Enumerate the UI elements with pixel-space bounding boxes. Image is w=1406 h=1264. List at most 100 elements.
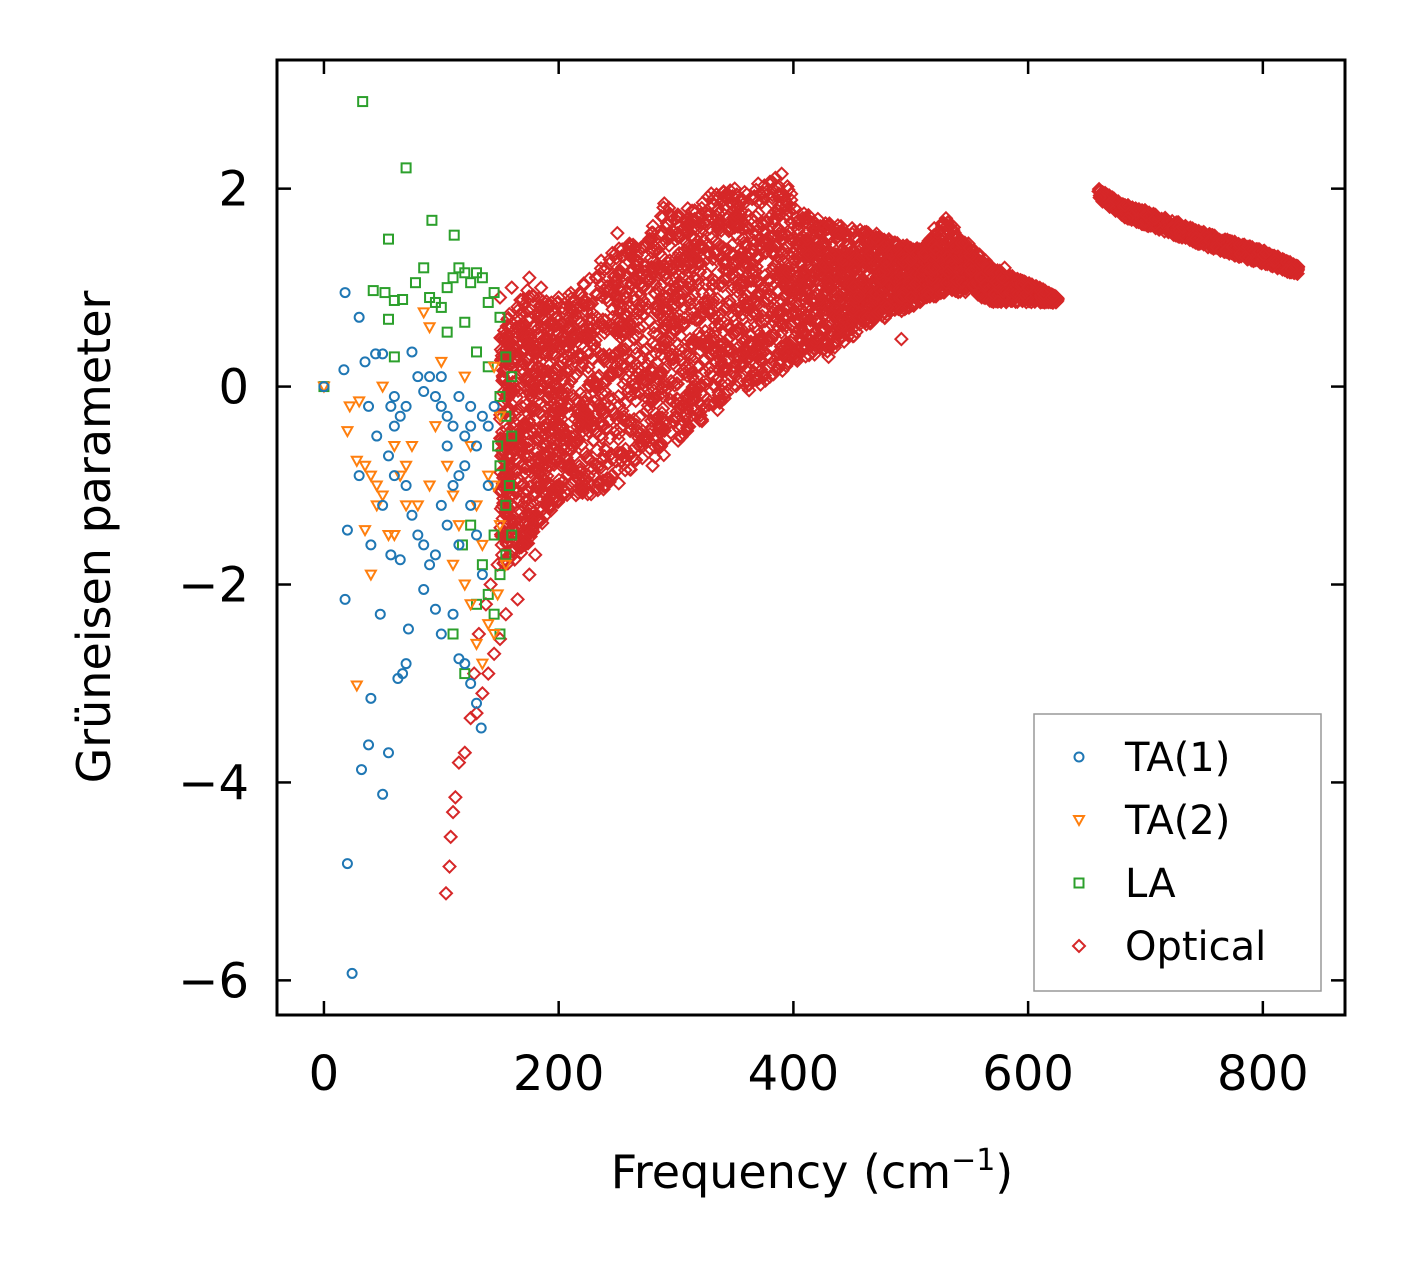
optical-band-point xyxy=(809,330,825,346)
optical-band-point xyxy=(636,428,652,444)
optical-band-point xyxy=(939,276,954,291)
optical-band-point xyxy=(542,499,558,515)
data-point xyxy=(668,250,684,266)
optical-band-point xyxy=(523,525,539,540)
optical-band-point xyxy=(597,441,613,457)
optical-band-point xyxy=(582,452,598,468)
optical-band-point xyxy=(731,280,746,295)
data-point xyxy=(492,440,504,452)
optical-band-point xyxy=(685,248,701,264)
optical-band-point xyxy=(824,236,839,252)
optical-band-point xyxy=(759,230,775,246)
optical-band-point xyxy=(827,308,843,324)
data-point xyxy=(1020,280,1036,296)
optical-band-point xyxy=(626,289,642,305)
optical-band-point xyxy=(671,245,687,261)
optical-band-point xyxy=(758,184,774,200)
optical-band-point xyxy=(661,200,677,216)
optical-band-point xyxy=(646,383,662,399)
optical-band-point xyxy=(516,297,532,313)
optical-band-point xyxy=(504,477,520,493)
optical-band-point xyxy=(732,211,748,227)
optical-band-point xyxy=(573,479,589,495)
data-point xyxy=(680,201,696,216)
optical-band-point xyxy=(719,385,735,401)
data-point xyxy=(469,500,484,513)
optical-band-point xyxy=(693,255,709,271)
optical-band-point xyxy=(509,319,525,335)
optical-band-point xyxy=(540,331,556,347)
optical-band-point xyxy=(582,315,598,331)
optical-band-point xyxy=(793,267,809,282)
optical-band-point xyxy=(563,429,579,445)
data-point xyxy=(938,210,954,226)
optical-band-point xyxy=(560,339,576,355)
optical-band-point xyxy=(656,447,672,463)
optical-band-point xyxy=(668,232,683,248)
optical-band-point xyxy=(762,174,778,190)
data-point xyxy=(411,500,425,513)
optical-band-point xyxy=(894,303,910,318)
data-point xyxy=(352,396,366,409)
data-point xyxy=(774,339,790,355)
optical-band-point xyxy=(917,245,933,261)
data-point xyxy=(476,559,488,571)
optical-band-point xyxy=(735,345,751,361)
data-point xyxy=(506,430,518,442)
optical-band-point xyxy=(604,467,620,483)
optical-band-point xyxy=(846,328,862,344)
optical-band-point xyxy=(670,286,686,301)
optical-band-point xyxy=(575,317,591,333)
optical-band-point xyxy=(784,307,800,323)
optical-band-point xyxy=(563,291,579,307)
optical-band-point xyxy=(831,247,847,263)
optical-band-point xyxy=(641,369,657,385)
data-point xyxy=(475,658,490,671)
optical-band-point xyxy=(756,369,772,384)
data-point xyxy=(494,569,506,581)
optical-band-point xyxy=(814,295,830,311)
optical-band-point xyxy=(505,520,521,536)
optical-band-point xyxy=(1198,227,1214,243)
data-point xyxy=(493,411,507,424)
data-point xyxy=(438,885,454,901)
optical-band-point xyxy=(596,283,612,299)
optical-band-point xyxy=(724,237,740,253)
optical-band-point xyxy=(852,288,867,304)
optical-band-point xyxy=(665,413,681,429)
optical-band-point xyxy=(515,443,531,459)
optical-band-point xyxy=(493,331,509,346)
optical-band-point xyxy=(505,420,521,436)
optical-band-point xyxy=(533,512,549,528)
optical-band-point xyxy=(753,353,769,369)
optical-band-point xyxy=(649,428,664,444)
optical-band-point xyxy=(741,382,757,398)
optical-band-point xyxy=(539,468,555,484)
optical-band-point xyxy=(580,359,596,375)
data-point xyxy=(868,230,883,246)
data-point xyxy=(487,361,501,374)
data-point xyxy=(399,460,413,473)
optical-band-point xyxy=(614,248,630,264)
optical-band-point xyxy=(940,264,956,279)
optical-band-point xyxy=(685,382,701,398)
optical-band-point xyxy=(506,381,522,396)
optical-band-point xyxy=(670,376,686,392)
optical-band-point xyxy=(757,313,773,329)
data-point xyxy=(481,470,495,483)
optical-band-point xyxy=(635,319,651,334)
optical-band-point xyxy=(584,311,600,327)
data-point xyxy=(382,313,394,325)
optical-band-point xyxy=(736,221,751,237)
optical-band-point xyxy=(1258,245,1274,260)
optical-band-point xyxy=(657,341,673,356)
optical-band-point xyxy=(596,402,611,418)
data-point xyxy=(797,210,813,226)
optical-band-point xyxy=(948,240,964,256)
data-point xyxy=(727,359,743,375)
data-point xyxy=(500,351,512,363)
optical-band-point xyxy=(540,345,555,361)
optical-band-point xyxy=(588,287,604,302)
data-point xyxy=(493,520,507,533)
optical-band-point xyxy=(715,363,731,379)
